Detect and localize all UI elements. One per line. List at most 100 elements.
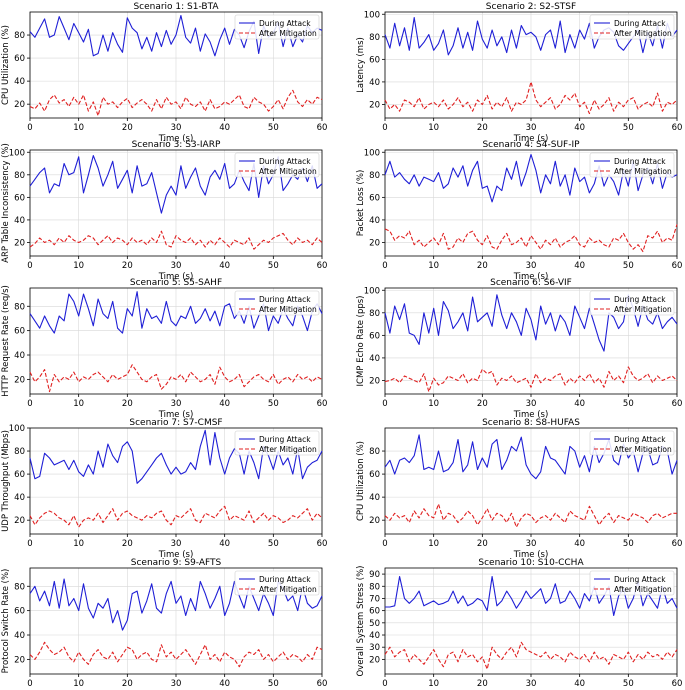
x-tick-label: 20 [477, 399, 488, 409]
x-tick-label: 50 [623, 539, 634, 549]
y-axis-label: Latency (ms) [356, 37, 366, 93]
y-tick-label: 80 [14, 447, 25, 457]
x-tick-label: 40 [574, 123, 585, 133]
legend-label: During Attack [614, 575, 666, 584]
x-tick-label: 40 [219, 123, 230, 133]
x-tick-label: 60 [672, 123, 683, 133]
y-tick-label: 20 [369, 516, 380, 526]
subplot-title: Scenario 9: S9-AFTS [131, 558, 222, 568]
x-tick-label: 0 [382, 123, 387, 133]
x-tick-label: 50 [623, 261, 634, 271]
x-tick-label: 50 [268, 679, 279, 689]
y-tick-label: 90 [369, 570, 380, 580]
legend-label: After Mitigation [614, 445, 672, 454]
legend-box [589, 14, 675, 40]
y-axis-label: Packet Loss (%) [356, 170, 366, 237]
y-tick-label: 20 [14, 238, 25, 248]
subplot-title: Scenario 8: S8-HUFAS [482, 418, 580, 428]
y-axis-label: CPU Utilization (%) [1, 25, 11, 105]
y-tick-label: 60 [14, 193, 25, 203]
x-tick-label: 20 [122, 261, 133, 271]
y-tick-label: 60 [14, 327, 25, 337]
subplot-7: Scenario 7: S7-CMSF 20 40 60 80 100 0 10 20 30 40 5… [1, 418, 327, 560]
y-tick-label: 60 [14, 470, 25, 480]
y-tick-label: 40 [369, 493, 380, 503]
x-tick-label: 50 [268, 261, 279, 271]
y-tick-label: 30 [369, 643, 380, 653]
x-tick-label: 50 [268, 539, 279, 549]
y-tick-label: 20 [369, 376, 380, 386]
y-tick-label: 80 [369, 33, 380, 43]
axes-frame [384, 11, 678, 119]
x-tick-label: 10 [428, 123, 439, 133]
x-tick-label: 40 [219, 261, 230, 271]
subplot-1: Scenario 1: S1-BTA 20 40 60 80 0 10 20 30 40 50 60 T… [1, 2, 327, 144]
subplot-title: Scenario 5: S5-SAHF [130, 278, 222, 288]
y-tick-label: 60 [14, 54, 25, 64]
y-axis-label: CPU Utilization (%) [356, 441, 366, 521]
y-tick-label: 80 [369, 309, 380, 319]
x-axis-label: Time (s) [513, 550, 549, 560]
x-tick-label: 0 [382, 261, 387, 271]
subplot-title: Scenario 6: S6-VIF [490, 278, 572, 288]
series-line-after-mitigation [384, 224, 678, 253]
y-tick-label: 70 [369, 594, 380, 604]
legend-label: After Mitigation [614, 305, 672, 314]
y-tick-label: 20 [369, 655, 380, 665]
y-tick-label: 40 [14, 493, 25, 503]
legend-label: During Attack [259, 575, 311, 584]
series-line-during-attack [384, 434, 678, 480]
y-tick-label: 40 [369, 78, 380, 88]
x-tick-label: 60 [317, 679, 328, 689]
y-tick-label: 80 [14, 582, 25, 592]
axes-frame [29, 567, 323, 675]
y-tick-label: 20 [14, 100, 25, 110]
legend-box [234, 14, 320, 40]
y-tick-label: 100 [364, 286, 380, 296]
series-line-after-mitigation [29, 89, 323, 117]
x-tick-label: 30 [526, 399, 537, 409]
x-axis-label: Time (s) [513, 272, 549, 282]
x-axis-label: Time (s) [158, 272, 194, 282]
x-tick-label: 20 [477, 123, 488, 133]
y-tick-label: 60 [369, 193, 380, 203]
y-tick-label: 40 [369, 631, 380, 641]
x-tick-label: 0 [27, 261, 32, 271]
axes-frame [29, 11, 323, 119]
y-tick-label: 80 [14, 171, 25, 181]
y-tick-label: 80 [14, 31, 25, 41]
y-tick-label: 80 [369, 171, 380, 181]
x-tick-label: 50 [623, 679, 634, 689]
x-tick-label: 60 [317, 399, 328, 409]
y-tick-label: 80 [14, 302, 25, 312]
subplot-title: Scenario 1: S1-BTA [133, 2, 219, 12]
legend-label: During Attack [259, 19, 311, 28]
x-tick-label: 60 [672, 399, 683, 409]
x-tick-label: 10 [73, 261, 84, 271]
y-tick-label: 100 [364, 10, 380, 20]
legend-label: After Mitigation [614, 585, 672, 594]
x-axis-label: Time (s) [158, 550, 194, 560]
x-tick-label: 10 [73, 399, 84, 409]
x-axis-label: Time (s) [158, 134, 194, 144]
series-line-after-mitigation [384, 641, 678, 670]
x-tick-label: 30 [526, 261, 537, 271]
x-tick-label: 30 [171, 399, 182, 409]
x-tick-label: 20 [122, 399, 133, 409]
y-tick-label: 40 [14, 351, 25, 361]
legend-label: After Mitigation [259, 29, 317, 38]
x-tick-label: 40 [219, 679, 230, 689]
y-tick-label: 80 [369, 447, 380, 457]
axes-frame [384, 567, 678, 675]
subplot-title: Scenario 2: S2-STSF [486, 2, 576, 12]
y-tick-label: 40 [369, 354, 380, 364]
series-line-after-mitigation [384, 503, 677, 528]
x-tick-label: 20 [477, 679, 488, 689]
legend-label: After Mitigation [259, 167, 317, 176]
x-axis-label: Time (s) [513, 134, 549, 144]
x-tick-label: 0 [27, 399, 32, 409]
x-tick-label: 30 [526, 539, 537, 549]
subplot-title: Scenario 3: S3-IARP [132, 140, 221, 150]
legend-label: During Attack [259, 157, 311, 166]
y-tick-label: 80 [369, 582, 380, 592]
